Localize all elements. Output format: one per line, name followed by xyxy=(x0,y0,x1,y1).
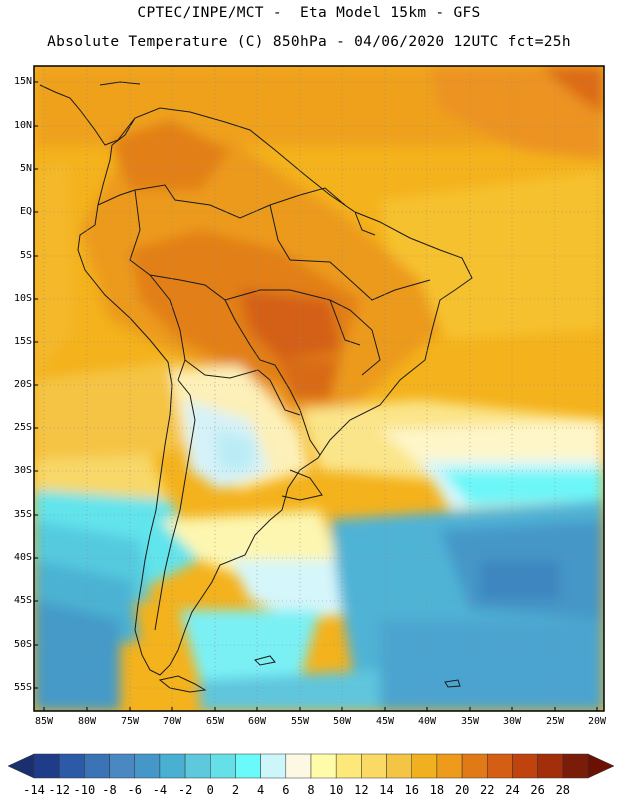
lat-label: 40S xyxy=(13,552,32,563)
colorbar-swatch xyxy=(260,753,287,779)
lon-label: 75W xyxy=(120,716,140,727)
colorbar-swatch xyxy=(235,753,261,779)
lon-label: 40W xyxy=(417,716,437,727)
colorbar-label: 14 xyxy=(379,783,394,797)
colorbar-swatch xyxy=(361,753,387,779)
colorbar-swatch xyxy=(109,753,135,779)
lon-label: 30W xyxy=(502,716,522,727)
colorbar-label: 6 xyxy=(282,783,290,797)
map-frame xyxy=(33,65,605,712)
temperature-field xyxy=(34,66,604,711)
colorbar-label: -2 xyxy=(177,783,193,797)
colorbar-swatch xyxy=(210,753,236,779)
colorbar-high-triangle xyxy=(587,753,615,779)
colorbar-swatch xyxy=(33,753,60,779)
lat-label: 10N xyxy=(13,120,32,131)
colorbar-label: 10 xyxy=(328,783,344,797)
colorbar-label: -10 xyxy=(73,783,96,797)
country-boundaries xyxy=(39,84,473,676)
colorbar-label: -8 xyxy=(102,783,117,797)
colorbar-swatch xyxy=(487,753,513,779)
colorbar-swatch xyxy=(386,753,412,779)
colorbar-label: 16 xyxy=(404,783,419,797)
lon-label: 25W xyxy=(545,716,565,727)
colorbar-label: 0 xyxy=(206,783,214,797)
title-line-2: Absolute Temperature (C) 850hPa - 04/06/… xyxy=(47,34,571,50)
colorbar-label: 28 xyxy=(555,783,571,797)
colorbar-label: 2 xyxy=(231,783,240,797)
lat-label: 30S xyxy=(13,465,32,476)
colorbar-swatch xyxy=(84,753,110,779)
lon-label: 50W xyxy=(332,716,352,727)
colorbar-label: 20 xyxy=(454,783,470,797)
colorbar-swatch xyxy=(184,753,211,779)
graticule xyxy=(34,66,604,711)
colorbar-swatch xyxy=(159,753,186,779)
lon-label: 80W xyxy=(77,716,97,727)
colorbar-low-triangle xyxy=(7,753,35,779)
lat-label: 5S xyxy=(19,250,32,261)
colorbar-swatch xyxy=(461,753,488,779)
lat-label: 55S xyxy=(13,682,32,693)
colorbar-label: 24 xyxy=(505,783,520,797)
colorbar-swatch xyxy=(562,753,589,779)
lat-label: 45S xyxy=(13,595,32,606)
lat-label: 15N xyxy=(13,76,32,87)
colorbar-label: 18 xyxy=(429,783,445,797)
colorbar-swatch xyxy=(436,753,463,779)
lat-label: 5N xyxy=(19,163,32,174)
colorbar-swatch xyxy=(335,753,362,779)
lon-label: 65W xyxy=(205,716,225,727)
lon-label: 60W xyxy=(247,716,267,727)
lon-label: 70W xyxy=(162,716,182,727)
colorbar-label: -14 xyxy=(23,783,45,797)
lon-label: 35W xyxy=(460,716,480,727)
lon-label: 85W xyxy=(34,716,54,727)
colorbar-swatch xyxy=(512,753,538,779)
colorbar-swatch xyxy=(310,753,337,779)
colorbar-label: -12 xyxy=(48,783,71,797)
colorbar xyxy=(7,753,615,779)
lat-label: 25S xyxy=(13,422,32,433)
colorbar-swatch xyxy=(285,753,312,779)
title-line-1: CPTEC/INPE/MCT - Eta Model 15km - GFS xyxy=(137,5,481,21)
lat-label: 15S xyxy=(13,336,32,347)
colorbar-label: 8 xyxy=(307,783,315,797)
lon-label: 45W xyxy=(375,716,395,727)
lat-label: 35S xyxy=(13,509,32,520)
colorbar-swatch xyxy=(411,753,438,779)
axis-ticks xyxy=(34,81,598,711)
colorbar-swatch xyxy=(58,753,85,779)
colorbar-swatch xyxy=(537,753,564,779)
lat-label: 20S xyxy=(13,379,32,390)
lat-label: 10S xyxy=(13,293,32,304)
colorbar-label: 4 xyxy=(257,783,265,797)
colorbar-swatch xyxy=(134,753,161,779)
colorbar-label: 26 xyxy=(530,783,545,797)
lat-label: EQ xyxy=(19,206,32,217)
colorbar-label: 22 xyxy=(480,783,495,797)
colorbar-label: -4 xyxy=(152,783,168,797)
lon-label: 20W xyxy=(587,716,607,727)
colorbar-label: 12 xyxy=(354,783,369,797)
lat-label: 50S xyxy=(13,639,32,650)
colorbar-label: -6 xyxy=(127,783,142,797)
lon-label: 55W xyxy=(290,716,310,727)
